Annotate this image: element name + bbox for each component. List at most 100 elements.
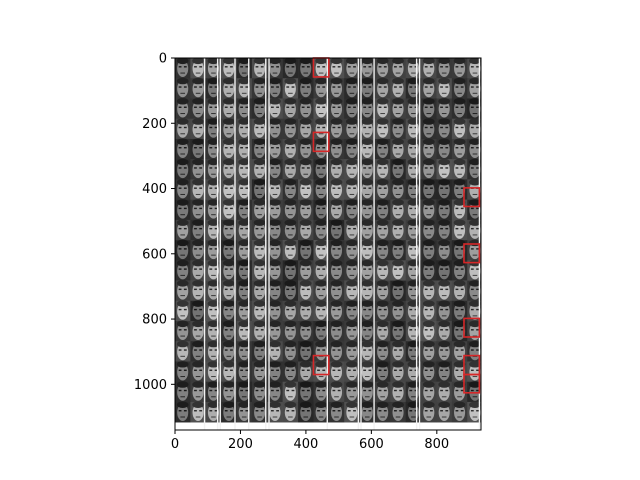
separator-lines — [203, 58, 481, 430]
face-tile — [190, 199, 207, 221]
face-tile — [298, 401, 314, 423]
face-tile — [175, 158, 191, 180]
face-tile — [390, 178, 407, 200]
face-tile — [298, 219, 314, 241]
face-tile — [359, 401, 376, 423]
face-tile — [221, 300, 237, 322]
face-tile — [298, 77, 314, 99]
face-tile — [298, 98, 314, 119]
face-tile — [221, 98, 237, 119]
face-tile — [344, 239, 360, 261]
face-tile — [298, 320, 314, 342]
face-tile — [436, 401, 453, 423]
highlight-box — [312, 131, 330, 153]
face-tile — [328, 401, 345, 423]
separator-line — [203, 58, 206, 430]
face-tile — [236, 98, 253, 119]
face-tile — [344, 199, 360, 221]
face-tile — [390, 361, 407, 383]
face-tile — [190, 361, 207, 383]
face-tile — [221, 259, 237, 281]
face-tile — [359, 98, 376, 119]
face-tile — [236, 381, 253, 403]
face-tile — [205, 401, 222, 423]
face-tile — [344, 401, 360, 423]
face-tile — [451, 158, 468, 180]
face-tile — [390, 77, 407, 99]
face-tile — [313, 118, 330, 140]
face-tile — [436, 300, 453, 322]
face-tile — [251, 239, 268, 261]
face-tile — [328, 259, 345, 281]
face-tile — [298, 280, 314, 302]
face-tile — [282, 199, 299, 221]
face-tile — [251, 259, 268, 281]
face-tile — [421, 340, 437, 362]
separator-line — [418, 58, 421, 430]
face-tile — [282, 361, 299, 383]
face-tile — [282, 158, 299, 180]
face-tile — [251, 58, 268, 79]
face-tile — [451, 259, 468, 281]
face-tile — [451, 300, 468, 322]
face-tile — [390, 401, 407, 423]
face-tile — [298, 199, 314, 221]
face-tile — [344, 280, 360, 302]
y-axis: 0 200 400 600 800 1000 — [134, 52, 175, 393]
face-tile — [298, 239, 314, 261]
face-tile — [344, 58, 360, 79]
face-tile — [467, 118, 481, 140]
face-tile — [251, 199, 268, 221]
face-tile — [328, 361, 345, 383]
face-tile — [221, 118, 237, 140]
face-tile — [221, 280, 237, 302]
face-tile — [374, 178, 391, 200]
face-tile — [190, 158, 207, 180]
face-tile — [190, 219, 207, 241]
face-tile — [467, 361, 481, 383]
face-tile — [175, 199, 191, 221]
face-tile — [267, 259, 283, 281]
face-tile — [236, 178, 253, 200]
y-tick-label: 400 — [142, 182, 167, 197]
face-tile — [190, 381, 207, 403]
face-tile — [236, 239, 253, 261]
face-tile — [359, 118, 376, 140]
face-tile — [236, 118, 253, 140]
face-tile — [267, 320, 283, 342]
face-tile — [282, 239, 299, 261]
y-tick-label: 0 — [159, 52, 167, 67]
face-tile — [205, 219, 222, 241]
face-tile — [267, 118, 283, 140]
face-tile — [221, 138, 237, 160]
face-tile — [436, 361, 453, 383]
face-tile — [267, 58, 283, 79]
face-tile — [421, 138, 437, 160]
face-tile — [374, 118, 391, 140]
x-tick-label: 200 — [228, 437, 253, 452]
face-tile — [251, 98, 268, 119]
separator-line — [265, 58, 267, 430]
face-tile — [236, 158, 253, 180]
highlight-box — [463, 373, 481, 394]
face-tile — [328, 219, 345, 241]
face-tile — [236, 58, 253, 79]
face-tile — [374, 381, 391, 403]
face-tile — [190, 138, 207, 160]
face-tile — [328, 239, 345, 261]
face-tile — [374, 320, 391, 342]
face-tile — [221, 178, 237, 200]
face-tile — [190, 178, 207, 200]
face-tile — [251, 219, 268, 241]
face-tile — [175, 98, 191, 119]
face-tile — [374, 259, 391, 281]
face-tile — [267, 239, 283, 261]
face-tile — [313, 199, 330, 221]
face-tile — [313, 77, 330, 99]
face-tile — [313, 158, 330, 180]
x-axis: 0 200 400 600 800 — [171, 430, 449, 452]
face-tile — [267, 340, 283, 362]
face-tile — [175, 381, 191, 403]
face-tile — [390, 300, 407, 322]
face-tile — [467, 178, 481, 200]
